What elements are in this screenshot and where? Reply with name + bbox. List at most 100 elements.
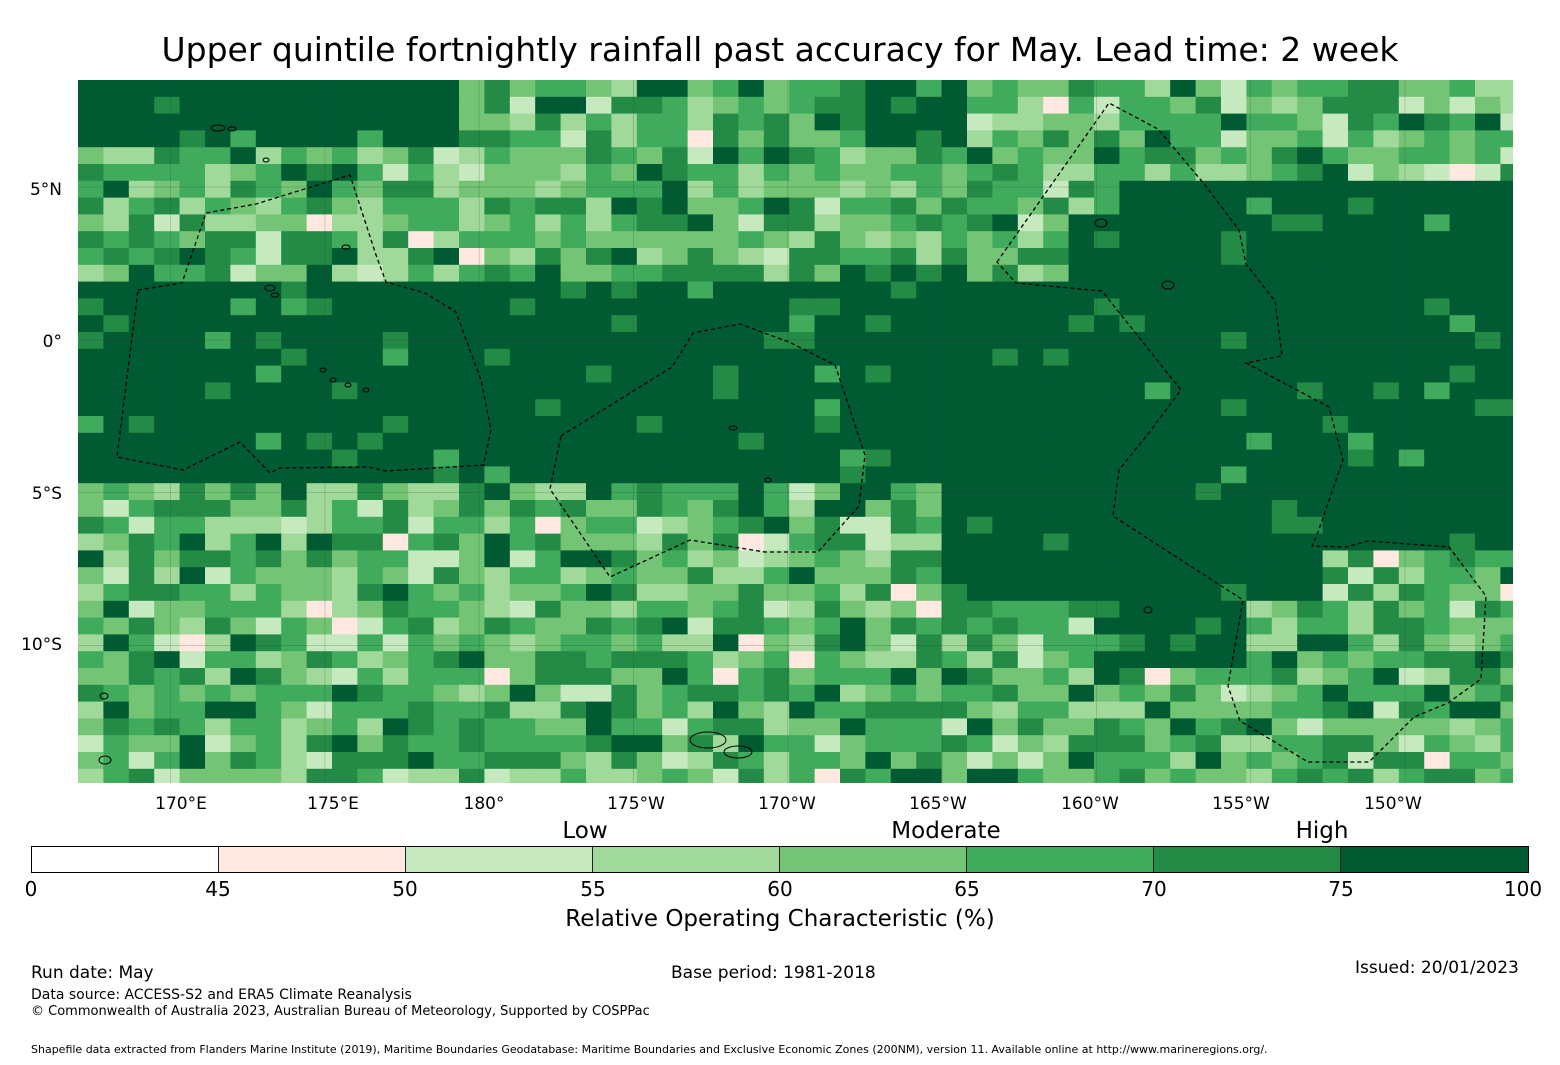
grid-cell (1043, 214, 1070, 232)
grid-cell (1195, 634, 1222, 652)
grid-cell (1221, 718, 1247, 736)
grid-cell (586, 315, 612, 333)
grid-cell (332, 449, 358, 467)
grid-cell (1322, 584, 1349, 602)
grid-cell (205, 164, 231, 182)
grid-cell (1449, 399, 1476, 417)
grid-cell (1398, 248, 1425, 266)
grid-cell (1297, 382, 1324, 400)
grid-cell (1373, 96, 1400, 115)
grid-cell (408, 365, 435, 383)
grid-cell (128, 332, 155, 350)
grid-cell (255, 600, 282, 619)
grid-cell (484, 718, 511, 736)
grid-cell (1475, 550, 1501, 568)
grid-cell (1119, 113, 1146, 131)
grid-cell (941, 634, 968, 652)
grid-cell (1170, 164, 1197, 182)
grid-cell (205, 634, 231, 652)
grid-cell (586, 130, 612, 148)
grid-cell (941, 617, 968, 635)
grid-cell (713, 281, 739, 299)
grid-cell (179, 567, 206, 585)
grid-cell (1094, 516, 1120, 535)
grid-cell (890, 180, 917, 199)
grid-cell (1094, 550, 1120, 568)
grid-cell (128, 348, 155, 367)
grid-cell (586, 584, 612, 602)
grid-cell (941, 315, 968, 333)
grid-cell (687, 567, 714, 585)
grid-cell (687, 533, 714, 551)
grid-cell (967, 113, 993, 131)
grid-cell (332, 315, 358, 333)
grid-cell (382, 298, 409, 316)
grid-cell (916, 684, 943, 703)
grid-cell (840, 651, 866, 669)
grid-cell (357, 214, 384, 232)
grid-cell (1475, 668, 1501, 686)
colorbar-tick-100: 100 (1503, 877, 1543, 901)
grid-cell (1297, 264, 1324, 283)
grid-cell (636, 248, 663, 266)
grid-cell (687, 365, 714, 383)
grid-cell (1373, 264, 1400, 283)
grid-cell (535, 466, 562, 484)
grid-cell (433, 180, 460, 199)
grid-cell (560, 180, 587, 199)
grid-cell (1017, 214, 1044, 232)
grid-cell (941, 550, 968, 568)
grid-cell (1068, 197, 1095, 215)
grid-cell (1094, 130, 1120, 148)
grid-cell (967, 735, 993, 753)
grid-cell (738, 634, 765, 652)
grid-cell (433, 651, 460, 669)
grid-cell (636, 718, 663, 736)
lon-label-155w: 155°W (1212, 794, 1270, 814)
grid-cell (1119, 416, 1146, 434)
grid-cell (738, 365, 765, 383)
grid-cell (154, 332, 181, 350)
grid-cell (1068, 651, 1095, 669)
grid-cell (1475, 584, 1501, 602)
grid-cell (1195, 668, 1222, 686)
grid-cell (509, 584, 536, 602)
grid-cell (1017, 147, 1044, 165)
grid-cell (382, 416, 409, 434)
grid-cell (154, 315, 181, 333)
grid-cell (484, 466, 511, 484)
grid-cell (459, 500, 485, 518)
grid-cell (509, 231, 536, 249)
grid-cell (1398, 718, 1425, 736)
grid-cell (1221, 197, 1247, 215)
grid-cell (205, 147, 231, 165)
grid-cell (916, 584, 943, 602)
grid-cell (941, 768, 968, 783)
grid-cell (1373, 516, 1400, 535)
grid-cell (154, 600, 181, 619)
grid-cell (78, 500, 104, 518)
grid-cell (408, 315, 435, 333)
grid-cell (205, 113, 231, 131)
grid-cell (1221, 634, 1247, 652)
grid-cell (103, 315, 130, 333)
grid-cell (1424, 466, 1451, 484)
grid-cell (636, 130, 663, 148)
grid-cell (103, 248, 130, 266)
grid-cell (1119, 214, 1146, 232)
grid-cell (814, 180, 841, 199)
grid-cell (509, 500, 536, 518)
grid-cell (459, 315, 485, 333)
grid-cell (1221, 365, 1247, 383)
colorbar-bin-70-75 (1154, 847, 1341, 872)
grid-cell (1043, 735, 1070, 753)
grid-cell (1424, 113, 1451, 131)
grid-cell (738, 332, 765, 350)
grid-cell (738, 500, 765, 518)
grid-cell (1424, 768, 1451, 783)
grid-cell (713, 466, 739, 484)
grid-cell (916, 113, 943, 131)
grid-cell (941, 684, 968, 703)
grid-cell (763, 449, 790, 467)
grid-cell (484, 80, 511, 98)
